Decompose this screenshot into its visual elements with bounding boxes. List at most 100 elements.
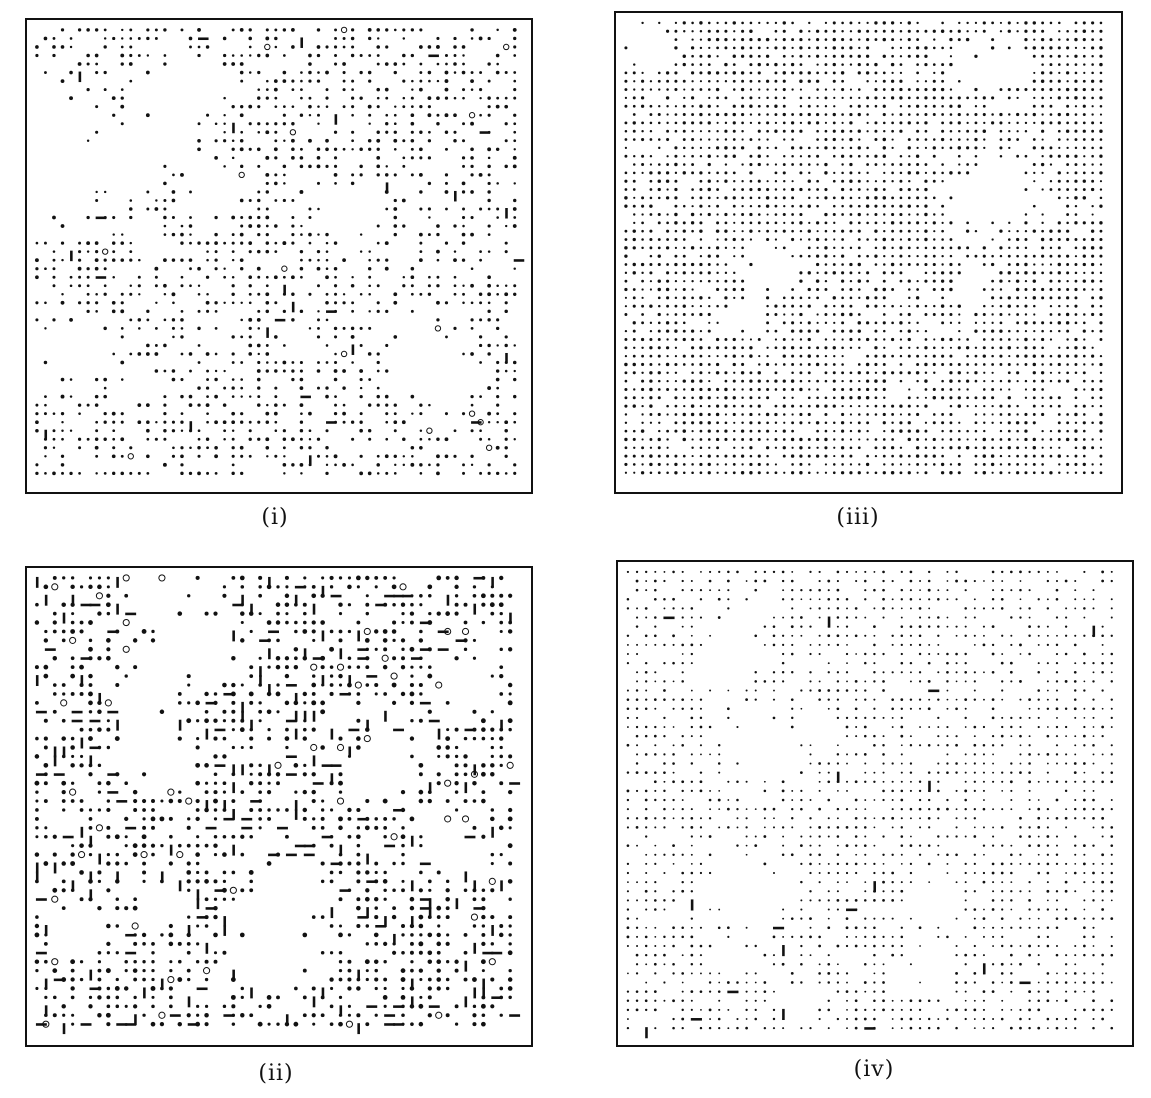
lattice-site [999, 279, 1003, 283]
lattice-site [365, 665, 370, 670]
lattice-site [61, 258, 64, 262]
lattice-site [791, 138, 794, 141]
lattice-site [248, 275, 253, 280]
lattice-site [1074, 163, 1078, 167]
lattice-site [163, 428, 167, 433]
lattice-site [1057, 112, 1061, 117]
lattice-site [205, 45, 210, 49]
lattice-site [487, 386, 492, 390]
lattice-site [376, 394, 380, 399]
lattice-site [106, 834, 111, 839]
lattice-site [874, 454, 878, 458]
lattice-site [749, 354, 753, 358]
lattice-site [1099, 129, 1103, 133]
lattice-site [899, 246, 903, 250]
lattice-site [133, 941, 138, 946]
lattice-site [43, 664, 49, 670]
lattice-site [436, 249, 440, 254]
lattice-site [419, 593, 423, 598]
lattice-site [641, 213, 644, 216]
lattice-site [833, 105, 836, 108]
lattice-site [690, 221, 695, 225]
lattice-site [882, 271, 886, 275]
lattice-site [186, 674, 191, 679]
lattice-site [632, 262, 636, 267]
lattice-site [1024, 412, 1028, 416]
lattice-site [490, 861, 494, 866]
lattice-site [1016, 87, 1020, 92]
lattice-site [991, 471, 994, 474]
lattice-site [187, 888, 191, 892]
lattice-site [258, 781, 263, 786]
lattice-bond [366, 853, 369, 865]
lattice-site [957, 246, 961, 250]
lattice-site [499, 575, 504, 581]
lattice-site [266, 790, 272, 795]
lattice-site [741, 296, 745, 300]
lattice-site [632, 229, 636, 233]
lattice-site [479, 361, 482, 364]
lattice-site [657, 354, 661, 358]
lattice-site [849, 404, 853, 408]
lattice-site [907, 46, 911, 50]
lattice-site [624, 362, 628, 367]
lattice-site [724, 246, 728, 250]
lattice-site [342, 326, 346, 330]
lattice-site [276, 611, 280, 616]
lattice-site [141, 932, 147, 938]
lattice-site [1007, 421, 1011, 425]
lattice-site [391, 629, 397, 634]
lattice-site [799, 96, 803, 100]
lattice-site [808, 421, 811, 424]
lattice-site [312, 817, 316, 821]
lattice-site [699, 330, 703, 333]
lattice-site [364, 896, 370, 902]
lattice-site [180, 412, 184, 416]
lattice-bond [308, 455, 312, 466]
lattice-site [427, 673, 433, 679]
lattice-site [932, 29, 936, 33]
open-site-marker [310, 663, 318, 671]
lattice-site [824, 55, 828, 58]
lattice-site [674, 304, 678, 308]
lattice-site [891, 113, 894, 116]
lattice-site [924, 421, 928, 424]
lattice-site [816, 96, 819, 100]
lattice-site [866, 379, 870, 383]
lattice-site [137, 37, 141, 40]
lattice-site [257, 275, 261, 279]
lattice-site [840, 312, 845, 317]
lattice-site [1041, 29, 1045, 33]
lattice-site [1049, 79, 1053, 83]
lattice-site [641, 463, 644, 466]
lattice-site [791, 354, 795, 358]
lattice-site [790, 329, 795, 333]
lattice-site [916, 379, 919, 383]
lattice-site [213, 835, 218, 839]
lattice-site [97, 763, 102, 768]
lattice-site [507, 629, 513, 634]
lattice-site [866, 63, 869, 66]
lattice-site [649, 113, 653, 116]
lattice-site [436, 575, 442, 581]
lattice-site [1024, 188, 1028, 191]
lattice-site [908, 346, 911, 349]
lattice-site [974, 421, 978, 425]
lattice-site [214, 155, 218, 160]
lattice-site [907, 329, 911, 333]
lattice-site [674, 88, 678, 92]
lattice-site [941, 421, 945, 425]
lattice-site [189, 45, 192, 49]
lattice-site [841, 288, 845, 291]
lattice-site [990, 329, 995, 333]
lattice-site [410, 602, 414, 607]
lattice-site [840, 471, 845, 475]
lattice-site [376, 386, 380, 390]
lattice-site [857, 71, 861, 75]
lattice-site [799, 88, 803, 91]
lattice-site [841, 346, 844, 350]
lattice-site [649, 371, 653, 375]
lattice-bond [321, 675, 325, 687]
lattice-site [1016, 463, 1020, 466]
lattice-site [633, 346, 636, 350]
